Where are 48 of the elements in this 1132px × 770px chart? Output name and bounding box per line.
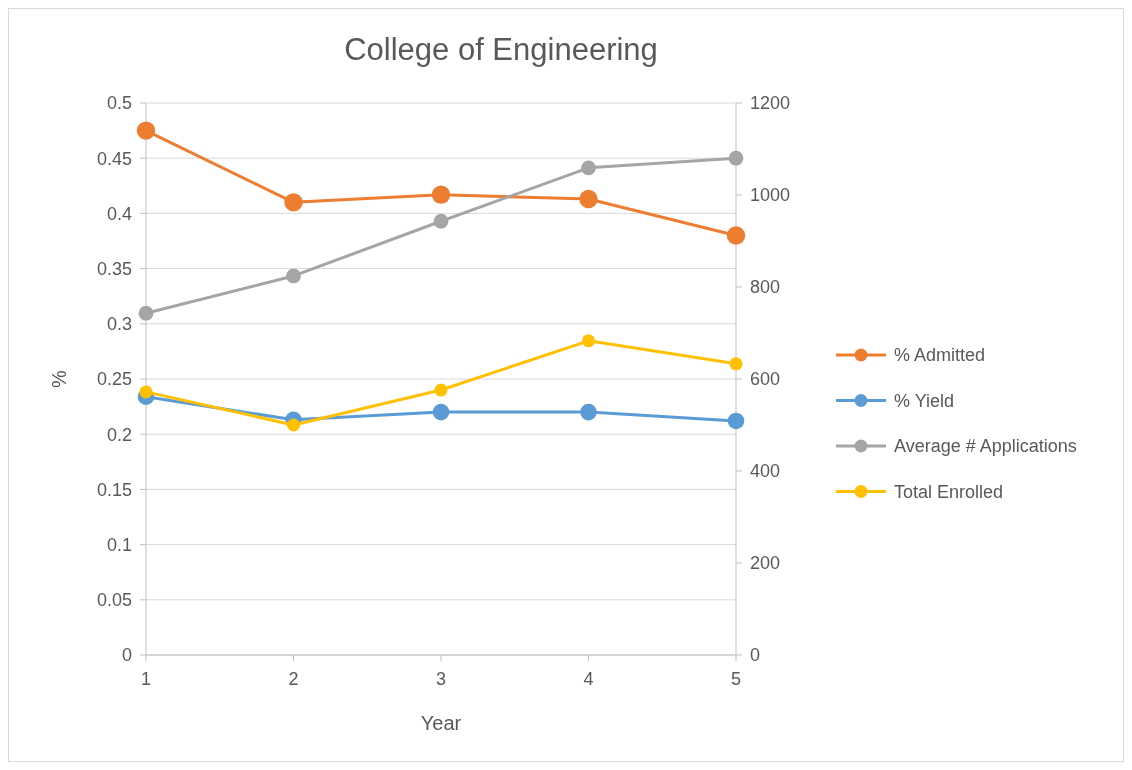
y-tick-label: 0 (121, 645, 132, 666)
y-tick-label: 0.4 (106, 203, 132, 224)
y2-tick-label: 200 (750, 553, 781, 574)
y-tick-label: 0.5 (106, 93, 132, 114)
y-axis-title: % (48, 369, 70, 388)
point (433, 213, 449, 229)
chart-title: College of Engineering (344, 32, 658, 67)
x-tick-label: 2 (288, 669, 299, 689)
y2-tick-label: 800 (750, 277, 781, 298)
y-tick-label: 0.45 (96, 148, 132, 169)
point (726, 226, 746, 245)
legend-label: % Admitted (894, 345, 986, 366)
y2-tick-label: 1200 (750, 93, 791, 114)
y-tick-label: 0.35 (96, 258, 132, 279)
x-tick-label: 4 (583, 669, 594, 689)
point (431, 185, 451, 204)
y-tick-label: 0.15 (96, 479, 132, 500)
point (138, 305, 154, 321)
y-tick-label: 0.05 (96, 590, 132, 611)
point (579, 189, 598, 209)
legend-label: % Yield (894, 390, 955, 411)
y-tick-label: 0.25 (96, 369, 132, 390)
point (727, 412, 745, 430)
point (580, 403, 597, 421)
y2-tick-label: 400 (750, 461, 781, 482)
point (728, 150, 744, 166)
point (286, 268, 301, 284)
point (582, 334, 595, 348)
point (729, 357, 743, 371)
y-tick-label: 0.3 (106, 314, 132, 335)
point (284, 193, 303, 212)
y2-tick-label: 0 (750, 645, 761, 666)
point (581, 160, 596, 176)
point (287, 418, 300, 432)
point (136, 121, 156, 140)
y2-tick-label: 1000 (750, 185, 791, 206)
point (432, 403, 450, 421)
point (434, 383, 448, 397)
legend-label: Total Enrolled (894, 481, 1004, 502)
point (139, 385, 153, 399)
x-axis-title: Year (420, 712, 462, 734)
x-tick-label: 5 (730, 669, 742, 689)
y-tick-label: 0.2 (106, 424, 132, 445)
legend-label: Average # Applications (894, 436, 1077, 457)
x-tick-label: 3 (435, 669, 447, 689)
y-tick-label: 0.1 (106, 534, 132, 555)
y2-tick-label: 600 (750, 369, 781, 390)
x-tick-label: 1 (140, 669, 152, 689)
